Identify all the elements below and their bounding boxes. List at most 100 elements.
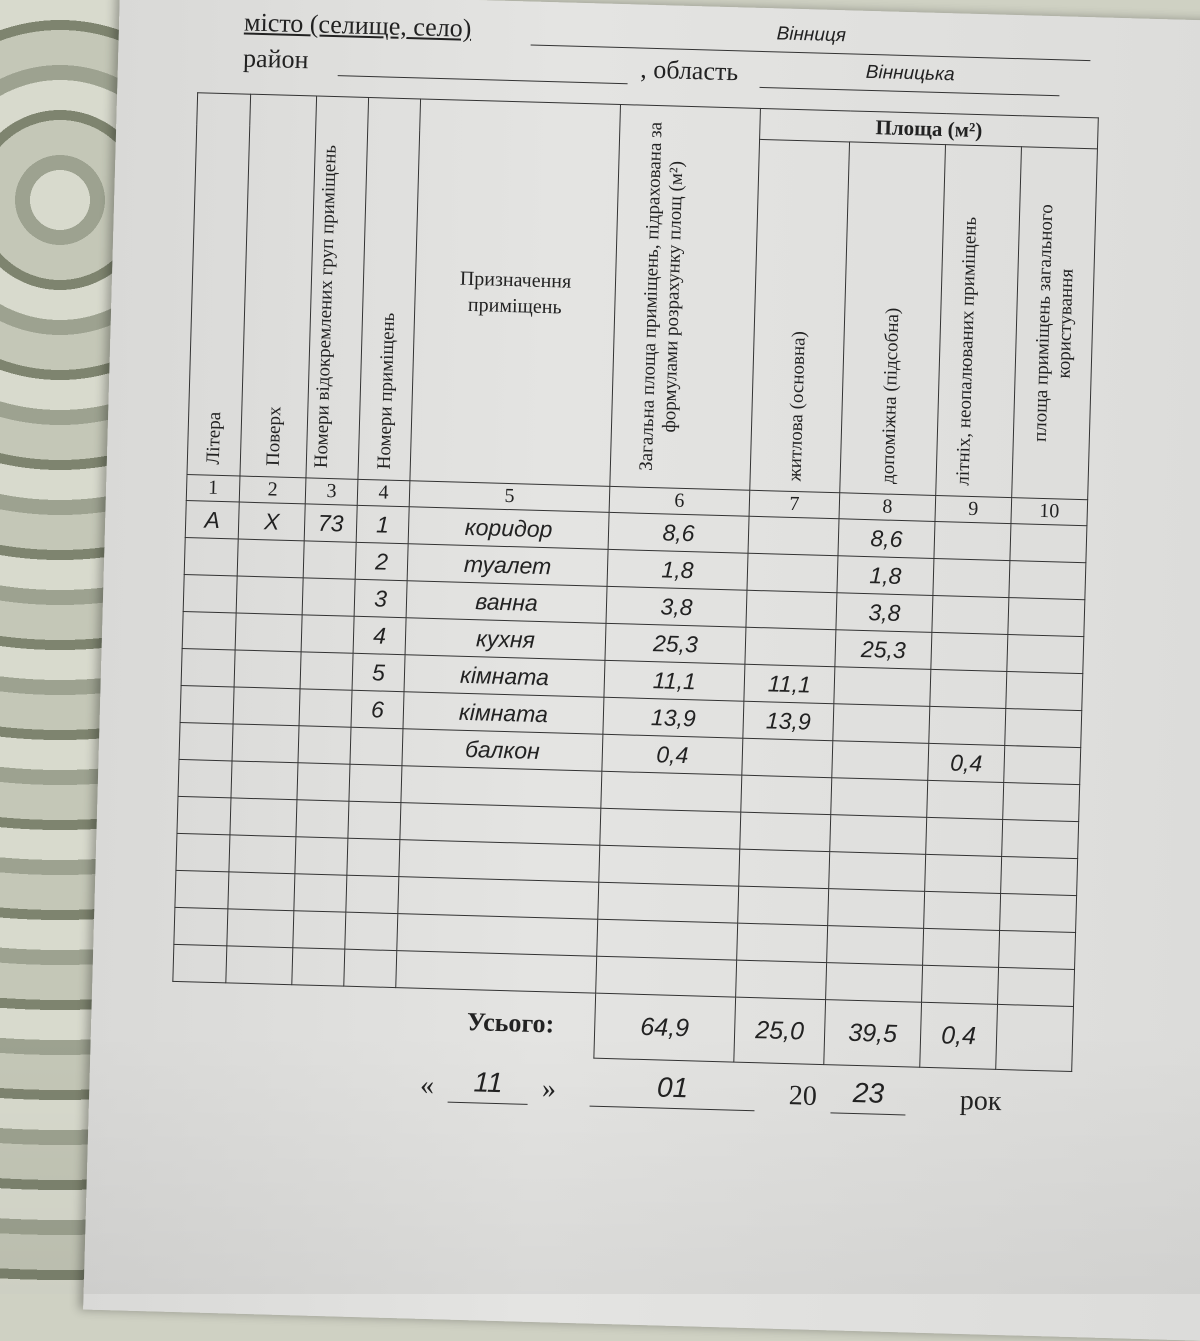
cell-col-2: [232, 723, 300, 763]
col-number: 9: [934, 495, 1012, 524]
cell-col-9: [931, 595, 1009, 635]
cell-col-1: [180, 685, 235, 724]
cell-col-3: [295, 799, 349, 839]
total-col-7: 25,0: [733, 997, 826, 1065]
cell-col-5: балкон: [401, 728, 603, 772]
cell-col-8: [829, 814, 927, 855]
cell-col-7: [741, 738, 833, 778]
cell-col-8: [831, 740, 929, 781]
cell-col-7: [748, 516, 840, 556]
cell-col-2: [225, 945, 293, 985]
cell-col-4: 6: [351, 690, 405, 729]
cell-col-9: [925, 817, 1003, 857]
date-day: 11: [447, 1065, 529, 1105]
region-value: Вінницька: [759, 58, 1061, 97]
total-col-6: 64,9: [593, 993, 736, 1063]
cell-col-6: [595, 956, 737, 998]
cell-col-5: кухня: [405, 617, 607, 661]
cell-col-1: А: [185, 500, 240, 540]
cell-col-4: [349, 727, 403, 766]
cell-col-10: [1002, 782, 1080, 822]
cell-col-5: туалет: [407, 543, 609, 587]
cell-col-4: [343, 949, 397, 988]
cell-col-8: [827, 888, 925, 929]
cell-col-1: [172, 944, 227, 983]
cell-col-1: [182, 611, 237, 650]
cell-col-1: [178, 759, 233, 798]
date-close-quote: »: [541, 1073, 557, 1105]
cell-col-3: [292, 910, 346, 950]
cell-col-2: [233, 686, 301, 726]
cell-col-10: [1008, 560, 1086, 600]
address-header: місто (селище, село) Вінниця район , обл…: [243, 1, 1145, 98]
cell-col-7: 13,9: [742, 701, 834, 741]
cell-col-10: [1000, 856, 1078, 896]
cell-col-9: [924, 854, 1002, 894]
cell-col-3: [301, 614, 355, 654]
cell-col-6: [598, 845, 740, 887]
cell-col-8: 1,8: [836, 555, 934, 596]
district-label: район: [242, 43, 309, 75]
cell-col-2: [234, 649, 302, 689]
cell-col-4: 2: [355, 542, 409, 581]
cell-col-1: [184, 537, 239, 577]
cell-col-10: [1007, 597, 1085, 637]
cell-col-7: [740, 775, 832, 815]
total-col-8: 39,5: [823, 999, 922, 1068]
cell-col-5: [395, 950, 597, 994]
cell-col-5: [398, 839, 600, 883]
cell-col-2: [229, 797, 297, 837]
col-number: 3: [305, 477, 358, 506]
cell-col-8: [826, 925, 924, 966]
cell-col-6: 1,8: [607, 549, 749, 591]
cell-col-10: [1001, 819, 1079, 859]
cell-col-2: [226, 908, 294, 948]
total-label: Усього:: [466, 1007, 555, 1039]
col-number: 7: [749, 490, 840, 519]
cell-col-3: [294, 836, 348, 876]
cell-col-10: [998, 930, 1076, 970]
cell-col-6: [599, 808, 741, 850]
cell-col-4: 5: [352, 653, 406, 692]
date-month: 01: [589, 1069, 756, 1112]
premises-table: Літера Поверх Номери відокремлених груп …: [171, 92, 1099, 1072]
col-header-2: Поверх: [239, 94, 317, 478]
cell-col-5: [399, 802, 601, 846]
col-number: 2: [239, 476, 306, 504]
cell-col-1: [174, 870, 229, 909]
cell-col-3: [293, 873, 347, 913]
col-header-7: житлова (основна): [749, 139, 850, 493]
cell-col-2: [237, 539, 305, 578]
cell-col-7: [739, 812, 831, 852]
cell-col-2: [227, 871, 295, 911]
cell-col-3: [296, 762, 350, 802]
cell-col-7: [736, 923, 828, 963]
cell-col-5: ванна: [406, 580, 608, 624]
cell-col-10: [1004, 708, 1082, 748]
total-col-10: [995, 1004, 1074, 1072]
cell-col-10: [1005, 671, 1083, 711]
cell-col-6: 25,3: [604, 623, 746, 665]
cell-col-8: [833, 666, 931, 707]
cell-col-7: [737, 886, 829, 926]
cell-col-1: [183, 574, 238, 613]
cell-col-9: [921, 965, 999, 1005]
cell-col-3: [297, 725, 352, 765]
cell-col-6: 3,8: [606, 586, 747, 628]
region-label: , область: [639, 54, 739, 87]
cell-col-5: [396, 913, 598, 957]
cell-col-4: [346, 838, 400, 877]
col-number: 4: [357, 479, 410, 507]
cell-col-9: [933, 521, 1011, 561]
cell-col-7: [738, 849, 830, 889]
cell-col-1: [176, 796, 231, 835]
document-page: місто (селище, село) Вінниця район , обл…: [83, 0, 1200, 1341]
col-header-5: Призначення приміщень: [409, 98, 621, 487]
cell-col-4: [345, 875, 399, 914]
cell-col-2: Х: [238, 502, 306, 541]
cell-col-5: [400, 765, 602, 809]
cell-col-8: 8,6: [837, 518, 935, 559]
cell-col-8: 3,8: [835, 592, 933, 633]
cell-col-2: [228, 834, 296, 874]
cell-col-1: [173, 907, 228, 946]
